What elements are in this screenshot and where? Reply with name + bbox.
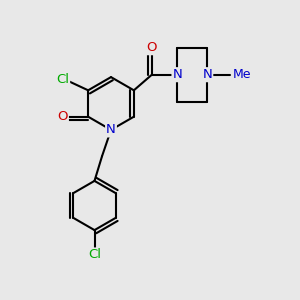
- Text: O: O: [147, 41, 157, 54]
- Text: Cl: Cl: [56, 73, 69, 86]
- Text: N: N: [202, 68, 212, 81]
- Text: Cl: Cl: [88, 248, 101, 262]
- Text: Me: Me: [233, 68, 251, 81]
- Text: O: O: [57, 110, 68, 123]
- Text: N: N: [106, 123, 116, 136]
- Text: N: N: [172, 68, 182, 81]
